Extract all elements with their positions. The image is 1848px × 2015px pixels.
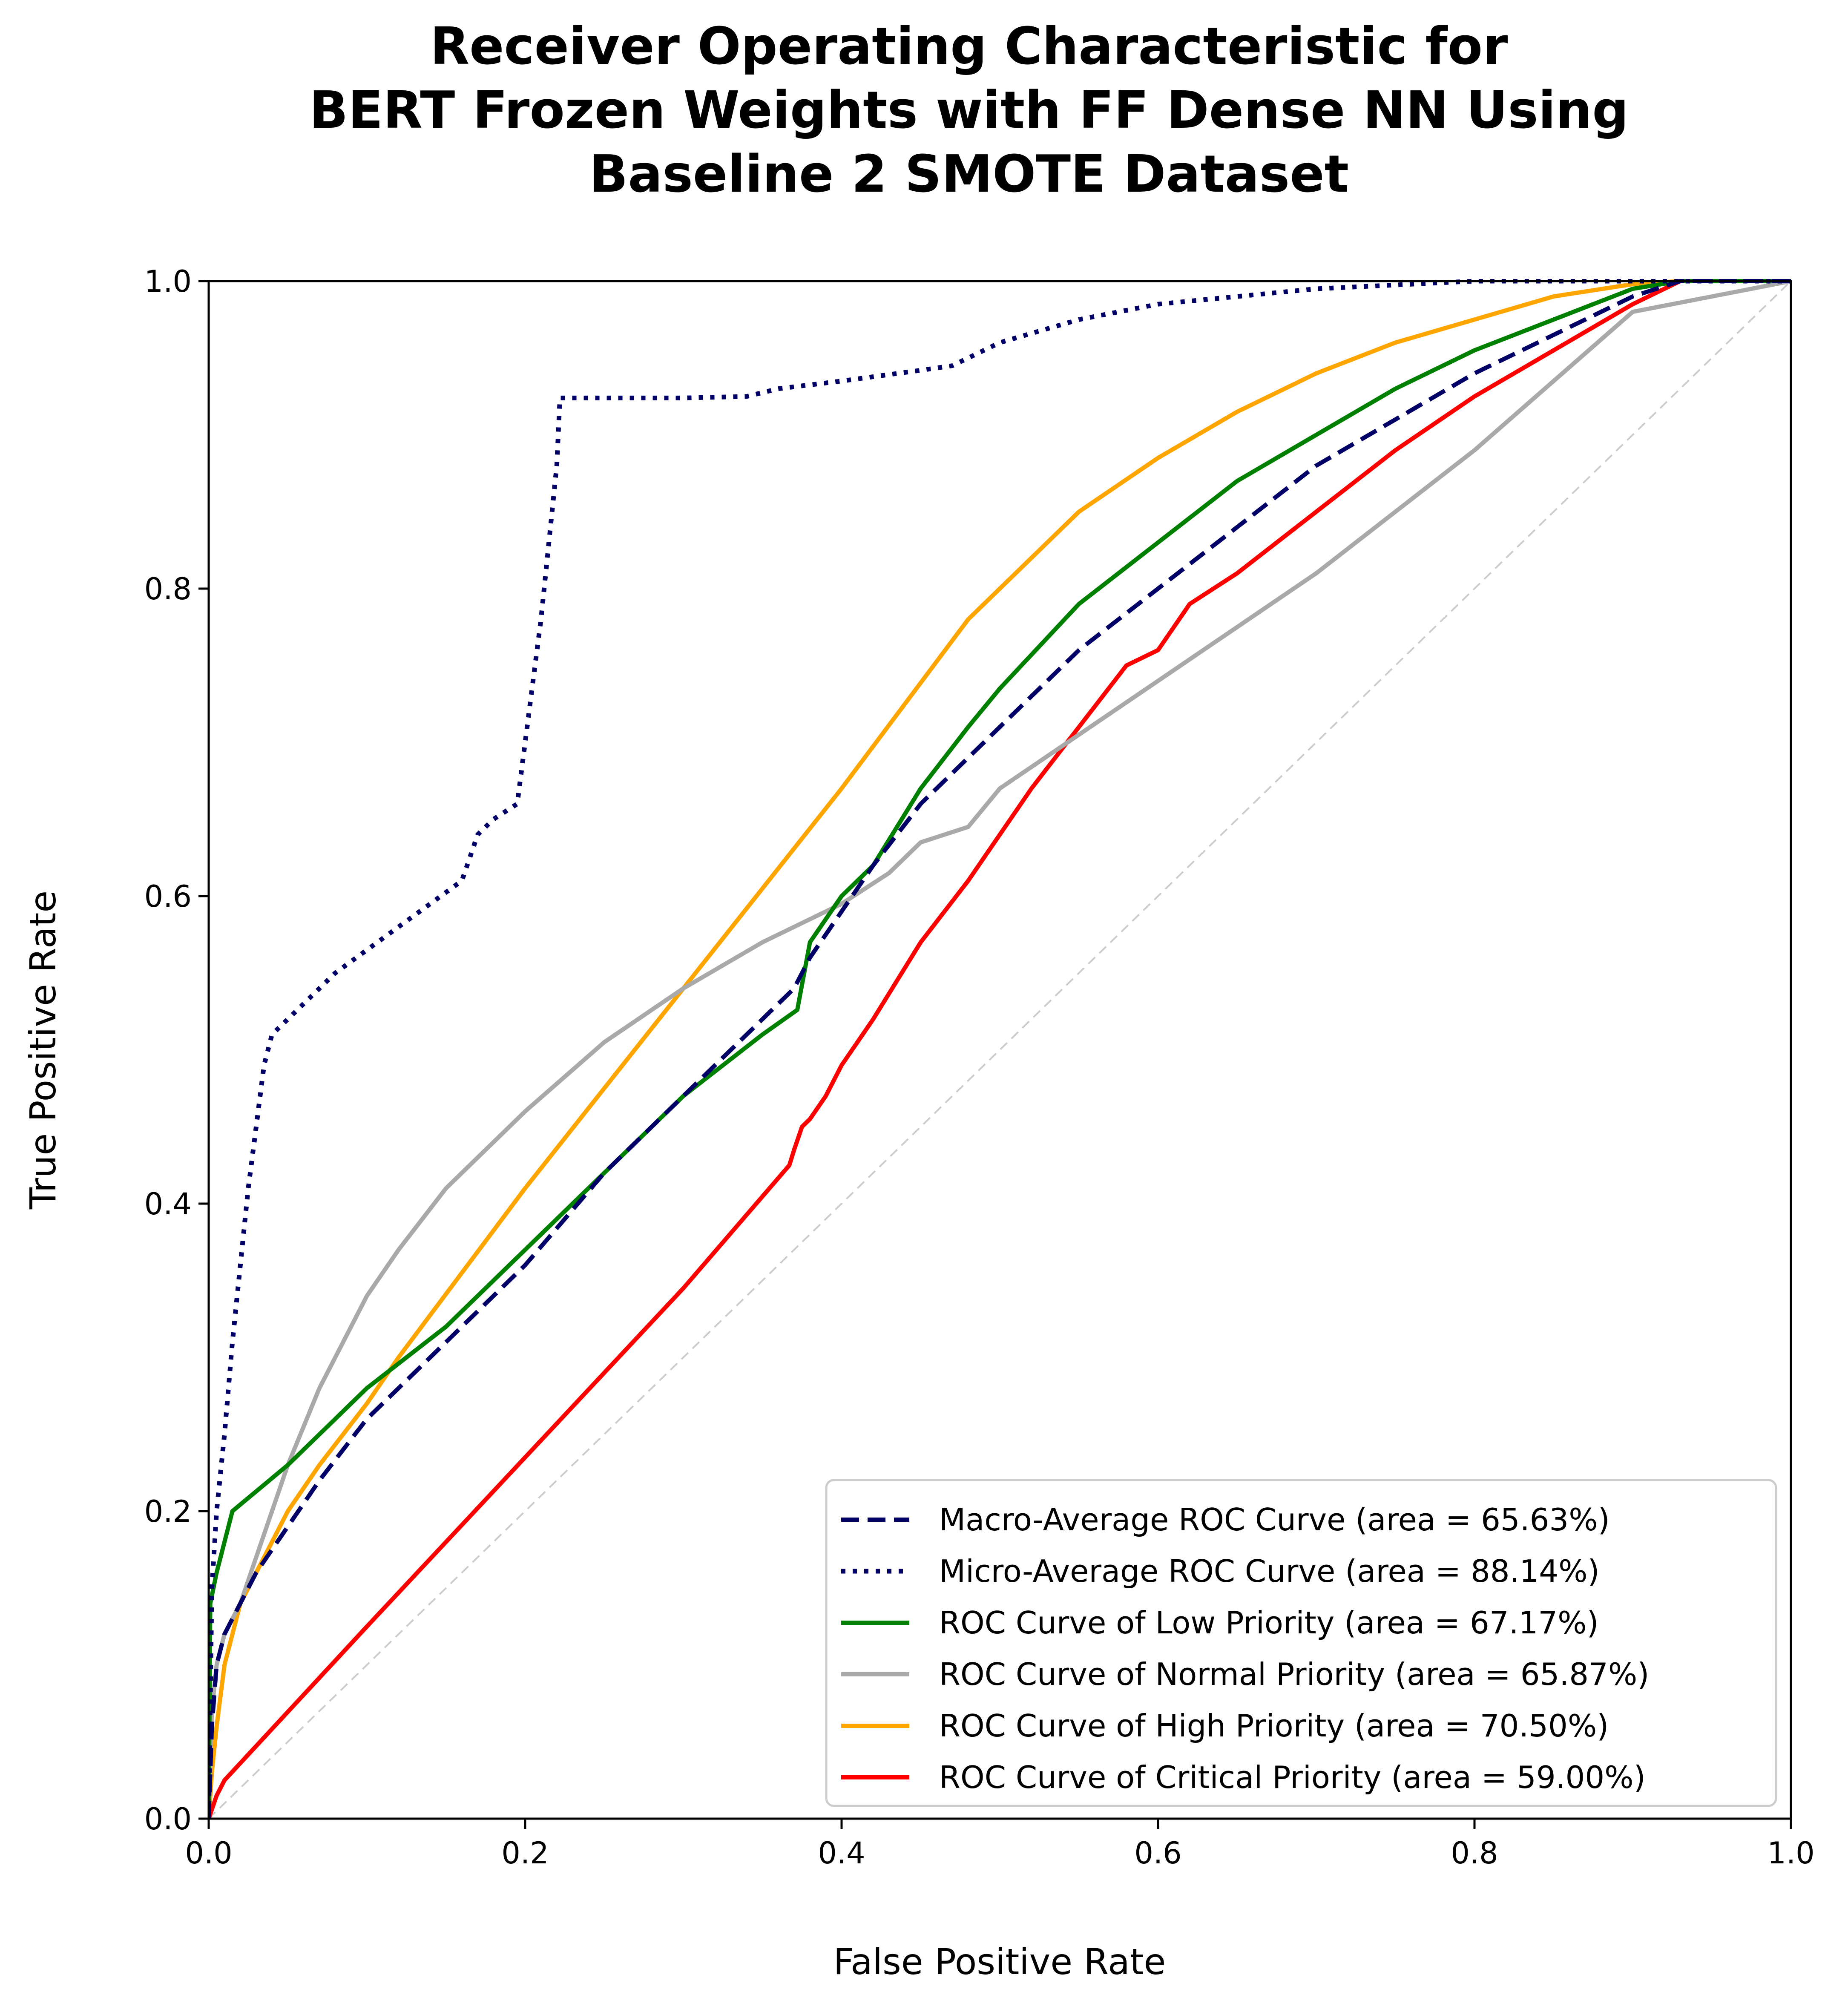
x-tick-label: 0.4 <box>818 1836 865 1871</box>
y-tick-label: 0.6 <box>144 879 192 914</box>
y-tick-label: 0.8 <box>144 572 192 607</box>
legend-label-0: Macro-Average ROC Curve (area = 65.63%) <box>939 1502 1610 1538</box>
x-tick-label: 1.0 <box>1767 1836 1814 1871</box>
y-axis-label: True Positive Rate <box>22 891 64 1210</box>
x-axis-label: False Positive Rate <box>833 1941 1166 1983</box>
legend: Macro-Average ROC Curve (area = 65.63%) M… <box>825 1479 1777 1807</box>
series-line-2 <box>209 279 1791 1819</box>
chart-title-line-3: Baseline 2 SMOTE Dataset <box>589 145 1349 204</box>
x-axis: 0.0 0.2 0.4 0.6 0.8 1.0 <box>185 1819 1815 1871</box>
legend-label-5: ROC Curve of Critical Priority (area = 5… <box>939 1759 1646 1795</box>
legend-label-4: ROC Curve of High Priority (area = 70.50… <box>939 1708 1609 1744</box>
plot-frame <box>207 280 1792 1820</box>
chart-title-line-2: BERT Frozen Weights with FF Dense NN Usi… <box>309 81 1629 140</box>
x-tick-label: 0.0 <box>185 1836 232 1871</box>
y-axis: 0.0 0.2 0.4 0.6 0.8 1.0 <box>144 264 209 1837</box>
y-tick-label: 0.4 <box>144 1187 192 1222</box>
chart-title-line-1: Receiver Operating Characteristic for <box>430 17 1508 76</box>
series-line-0 <box>209 279 1791 1819</box>
chart-title: Receiver Operating Characteristic for BE… <box>309 17 1629 204</box>
legend-label-2: ROC Curve of Low Priority (area = 67.17%… <box>939 1605 1599 1641</box>
series-layer <box>209 279 1791 1820</box>
y-tick-label: 1.0 <box>144 264 192 299</box>
x-tick-label: 0.2 <box>501 1836 549 1871</box>
x-tick-label: 0.6 <box>1134 1836 1181 1871</box>
x-tick-label: 0.8 <box>1451 1836 1498 1871</box>
y-tick-label: 0.0 <box>144 1802 192 1837</box>
y-tick-label: 0.2 <box>144 1494 192 1529</box>
legend-label-1: Micro-Average ROC Curve (area = 88.14%) <box>939 1553 1600 1589</box>
legend-box <box>825 1479 1777 1807</box>
legend-label-3: ROC Curve of Normal Priority (area = 65.… <box>939 1656 1649 1692</box>
series-line-5 <box>209 279 1791 1820</box>
